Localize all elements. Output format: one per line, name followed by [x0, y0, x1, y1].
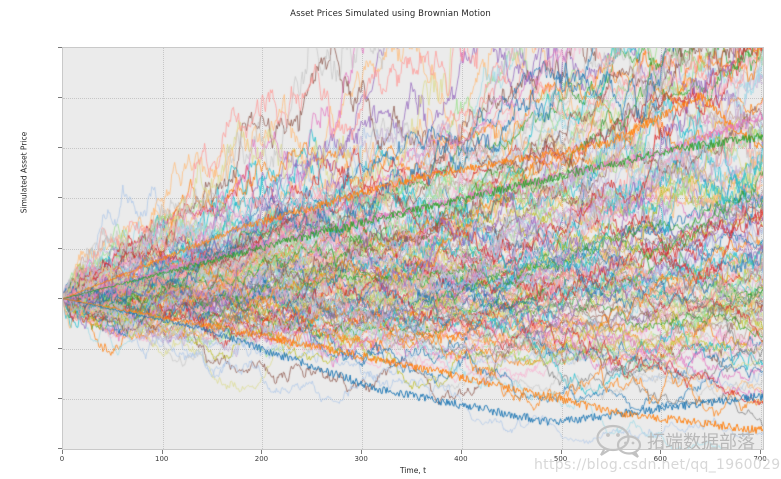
x-tick-mark: [460, 450, 462, 454]
x-tick-mark: [660, 450, 662, 454]
y-tick-mark: [58, 247, 62, 249]
x-axis-label: Time, t: [399, 466, 427, 475]
y-axis-label: Simulated Asset Price: [19, 131, 29, 214]
x-tick-mark: [261, 450, 263, 454]
x-tick-label: 300: [354, 455, 368, 463]
x-tick-mark: [62, 450, 63, 454]
x-tick-mark: [161, 450, 163, 454]
y-tick-mark: [58, 297, 62, 299]
y-tick-mark: [58, 147, 62, 149]
y-tick-mark: [58, 197, 62, 199]
x-tick-label: 700: [753, 455, 767, 463]
y-tick-mark: [58, 97, 62, 99]
x-tick-label: 500: [553, 455, 568, 463]
x-tick-label: 0: [59, 455, 65, 463]
y-tick-mark: [58, 397, 62, 399]
x-tick-label: 100: [155, 455, 169, 463]
x-tick-label: 400: [454, 455, 468, 463]
x-tick-label: 600: [653, 455, 667, 463]
y-tick-mark: [58, 47, 62, 48]
page-title: Asset Prices Simulated using Brownian Mo…: [290, 9, 491, 19]
x-tick-label: 200: [254, 455, 269, 463]
y-tick-mark: [58, 347, 62, 349]
x-tick-mark: [361, 450, 363, 454]
plot-area: [62, 47, 764, 450]
y-tick-mark: [58, 448, 62, 449]
x-tick-mark: [560, 450, 562, 454]
x-tick-mark: [760, 450, 761, 454]
brownian-motion-paths: [63, 48, 763, 449]
